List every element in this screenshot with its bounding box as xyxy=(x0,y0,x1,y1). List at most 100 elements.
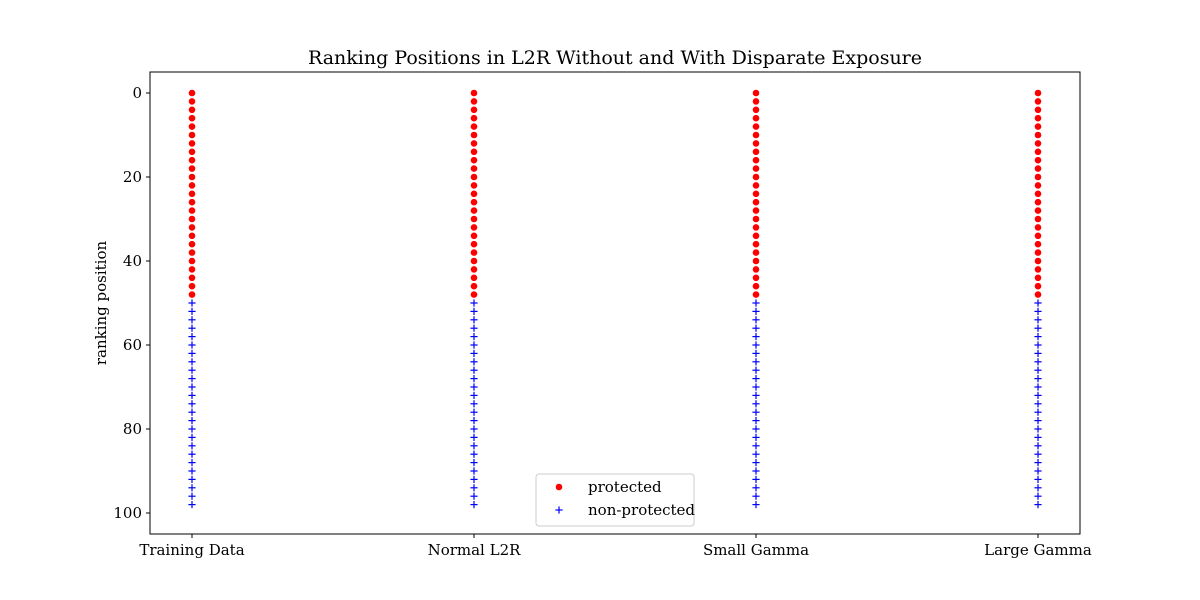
protected-point xyxy=(188,265,196,274)
protected-point xyxy=(752,248,760,257)
non-protected-point xyxy=(470,316,478,324)
non-protected-point xyxy=(752,467,760,475)
protected-point xyxy=(470,257,478,265)
non-protected-point xyxy=(470,324,478,332)
legend-label-non-protected: non-protected xyxy=(588,501,695,519)
protected-point xyxy=(752,156,760,165)
protected-point xyxy=(1034,240,1042,249)
non-protected-point xyxy=(188,501,196,509)
protected-point xyxy=(470,231,478,240)
non-protected-point xyxy=(188,450,196,458)
legend-marker-non-protected xyxy=(555,506,563,514)
protected-point xyxy=(188,206,196,215)
protected-point xyxy=(752,89,760,97)
protected-point xyxy=(1034,164,1042,173)
protected-point xyxy=(752,114,760,123)
non-protected-point xyxy=(470,307,478,315)
protected-point xyxy=(188,131,196,139)
non-protected-point xyxy=(752,375,760,383)
non-protected-point xyxy=(188,299,196,307)
non-protected-point xyxy=(1034,484,1042,492)
non-protected-point xyxy=(188,307,196,315)
protected-point xyxy=(752,122,760,131)
protected-point xyxy=(752,231,760,240)
protected-point xyxy=(470,273,478,282)
non-protected-point xyxy=(1034,299,1042,307)
protected-point xyxy=(470,156,478,165)
protected-point xyxy=(1034,198,1042,207)
non-protected-point xyxy=(470,349,478,357)
protected-point xyxy=(470,139,478,148)
legend-box xyxy=(535,473,695,527)
non-protected-point xyxy=(1034,459,1042,467)
data-points xyxy=(188,89,1042,509)
protected-point xyxy=(752,147,760,156)
protected-point xyxy=(752,181,760,190)
non-protected-point xyxy=(1034,358,1042,366)
non-protected-point xyxy=(188,484,196,492)
non-protected-point xyxy=(1034,400,1042,408)
x-tick-label: Large Gamma xyxy=(984,541,1092,559)
non-protected-point xyxy=(752,316,760,324)
protected-point xyxy=(470,131,478,139)
protected-point xyxy=(470,248,478,257)
protected-point xyxy=(752,240,760,249)
non-protected-point xyxy=(752,349,760,357)
non-protected-point xyxy=(1034,425,1042,433)
protected-point xyxy=(470,97,478,106)
non-protected-point xyxy=(752,408,760,416)
non-protected-point xyxy=(470,383,478,391)
protected-point xyxy=(188,282,196,291)
non-protected-point xyxy=(1034,349,1042,357)
non-protected-point xyxy=(1034,417,1042,425)
protected-point xyxy=(1034,89,1042,97)
non-protected-point xyxy=(470,408,478,416)
protected-point xyxy=(1034,223,1042,232)
protected-point xyxy=(470,105,478,114)
non-protected-point xyxy=(1034,467,1042,475)
non-protected-point xyxy=(470,450,478,458)
non-protected-point xyxy=(470,358,478,366)
protected-point xyxy=(1034,181,1042,190)
protected-point xyxy=(752,139,760,148)
protected-point xyxy=(1034,257,1042,265)
non-protected-point xyxy=(188,467,196,475)
protected-point xyxy=(188,257,196,265)
protected-point xyxy=(1034,206,1042,215)
y-axis-label: ranking position xyxy=(92,240,110,365)
non-protected-point xyxy=(752,450,760,458)
y-tick-label: 60 xyxy=(123,336,142,354)
non-protected-point xyxy=(188,324,196,332)
protected-point xyxy=(1034,173,1042,181)
non-protected-point xyxy=(470,433,478,441)
protected-point xyxy=(1034,97,1042,106)
non-protected-point xyxy=(470,341,478,349)
protected-point xyxy=(752,189,760,198)
protected-point xyxy=(470,114,478,123)
non-protected-point xyxy=(752,324,760,332)
y-axis-ticks: 0 20 40 60 80 100 xyxy=(113,84,150,522)
y-tick-label: 80 xyxy=(123,420,142,438)
legend-marker-protected xyxy=(555,483,563,491)
protected-point xyxy=(188,248,196,257)
non-protected-point xyxy=(188,475,196,483)
non-protected-point xyxy=(188,391,196,399)
protected-point xyxy=(1034,215,1042,223)
protected-point xyxy=(470,147,478,156)
protected-point xyxy=(188,105,196,114)
non-protected-point xyxy=(470,467,478,475)
non-protected-point xyxy=(752,442,760,450)
non-protected-point xyxy=(752,299,760,307)
non-protected-point xyxy=(188,433,196,441)
protected-point xyxy=(188,189,196,198)
non-protected-point xyxy=(188,316,196,324)
protected-point xyxy=(752,215,760,223)
non-protected-point xyxy=(752,501,760,509)
non-protected-point xyxy=(188,459,196,467)
protected-point xyxy=(752,173,760,181)
protected-point xyxy=(188,97,196,106)
protected-point xyxy=(188,273,196,282)
non-protected-point xyxy=(470,442,478,450)
non-protected-point xyxy=(188,341,196,349)
non-protected-point xyxy=(1034,408,1042,416)
